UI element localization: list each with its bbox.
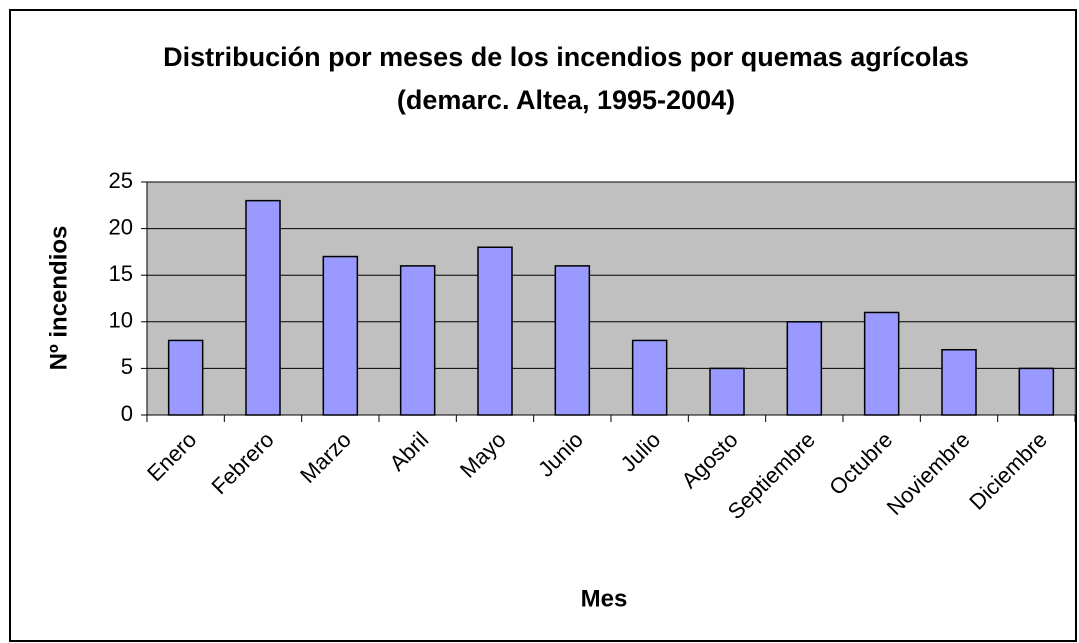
plot-area — [146, 181, 1076, 416]
bar — [709, 367, 745, 416]
bar — [631, 339, 668, 416]
y-tick-label: 5 — [121, 354, 133, 379]
bar — [554, 265, 591, 416]
y-tick-label: 25 — [109, 168, 133, 193]
y-tick-label: 0 — [121, 401, 133, 426]
bar — [941, 349, 977, 416]
y-tick-label: 10 — [109, 308, 133, 333]
bar — [167, 339, 204, 416]
bar — [786, 321, 823, 416]
y-tick-label: 15 — [109, 261, 133, 286]
bar — [863, 311, 900, 416]
y-axis-label: Nº incendios — [45, 226, 72, 371]
y-tick-label: 20 — [109, 214, 133, 239]
x-axis-label: Mes — [581, 585, 628, 612]
bar — [245, 199, 281, 416]
bar — [322, 255, 359, 416]
bar — [1018, 367, 1055, 416]
bar — [399, 265, 436, 416]
bar — [477, 246, 513, 416]
chart-title: Distribución por meses de los incendios … — [163, 42, 969, 115]
